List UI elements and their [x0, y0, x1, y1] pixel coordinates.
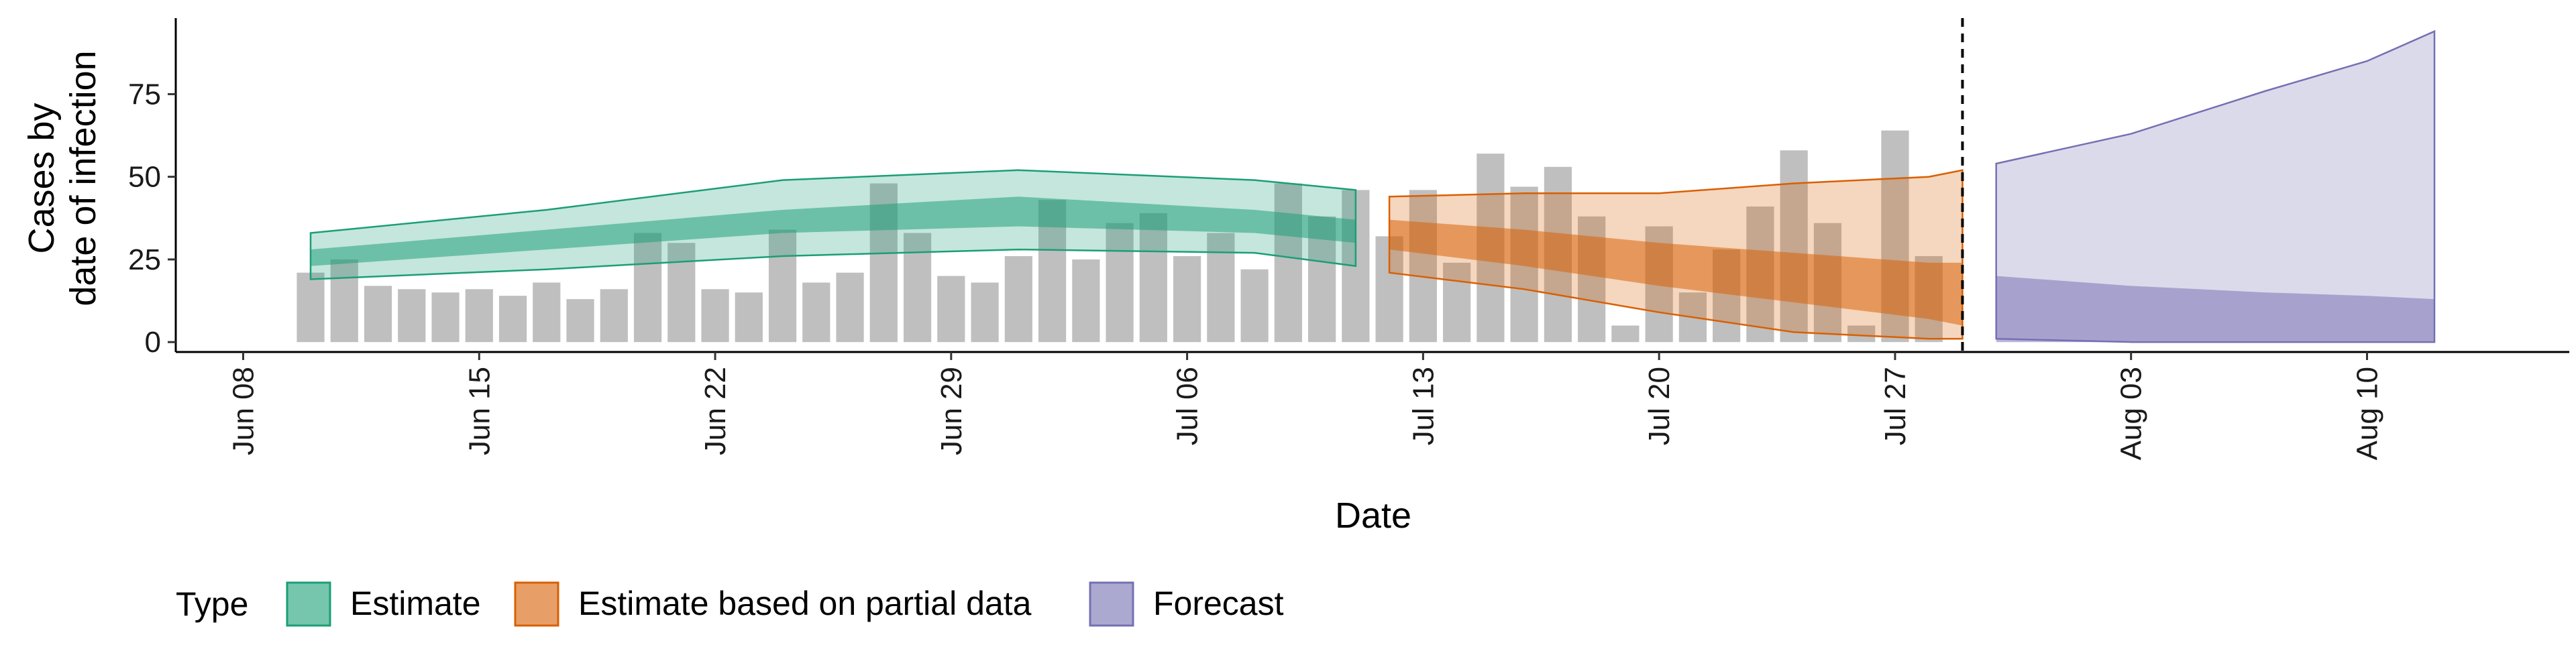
x-tick-label-3: Jun 29 — [935, 367, 968, 455]
bar-2020-06-23 — [735, 292, 763, 343]
bar-2020-07-26 — [1847, 325, 1876, 343]
bar-2020-06-25 — [802, 282, 830, 343]
bar-2020-06-24 — [768, 229, 797, 343]
legend-title: Type — [176, 585, 248, 623]
x-tick-label-8: Aug 03 — [2115, 367, 2148, 460]
bar-2020-07-13 — [1409, 190, 1437, 343]
x-tick-label-7: Jul 27 — [1879, 367, 1912, 445]
bar-2020-06-14 — [431, 292, 460, 343]
legend: Type Estimate Estimate based on partial d… — [176, 581, 1284, 627]
bar-2020-07-14 — [1443, 262, 1471, 343]
partial-inner-band — [1389, 219, 1963, 326]
x-tick-label-4: Jul 06 — [1171, 367, 1204, 445]
bar-2020-07-05 — [1139, 213, 1167, 343]
x-ticks: Jun 08 Jun 15 Jun 22 Jun 29 Jul 06 Jul 13 Jul … — [227, 352, 2384, 460]
bar-2020-06-20 — [633, 233, 662, 343]
x-tick-label-5: Jul 13 — [1407, 367, 1440, 445]
y-tick-label-75: 75 — [128, 78, 161, 111]
bar-2020-06-10 — [297, 272, 325, 343]
bar-2020-06-19 — [600, 289, 628, 343]
bar-2020-07-06 — [1173, 256, 1201, 343]
bar-2020-06-12 — [364, 286, 392, 343]
bar-2020-07-09 — [1274, 183, 1302, 343]
bar-2020-06-29 — [937, 276, 965, 343]
bar-2020-06-18 — [566, 299, 594, 343]
y-tick-label-25: 25 — [128, 243, 161, 276]
estimate-bands — [309, 30, 2436, 343]
y-tick-label-50: 50 — [128, 161, 161, 194]
x-axis-title: Date — [1335, 495, 1411, 536]
bar-2020-07-08 — [1240, 269, 1269, 343]
x-tick-label-9: Aug 10 — [2351, 367, 2384, 460]
legend-label-0: Estimate — [350, 585, 481, 622]
y-axis-title-line-2: date of infection — [63, 50, 103, 306]
estimate-inner-band — [311, 196, 1356, 266]
x-tick-label-0: Jun 08 — [227, 367, 260, 455]
bar-2020-06-30 — [971, 282, 999, 343]
bar-2020-06-11 — [330, 259, 358, 343]
y-ticks: 0 25 50 75 — [128, 78, 176, 359]
x-tick-label-2: Jun 22 — [699, 367, 732, 455]
legend-label-2: Forecast — [1153, 585, 1284, 622]
bar-2020-06-16 — [498, 296, 527, 343]
bar-2020-06-28 — [903, 233, 932, 343]
bar-2020-06-22 — [701, 289, 729, 343]
bar-2020-06-15 — [465, 289, 493, 343]
bar-2020-07-01 — [1004, 256, 1032, 343]
reported-cases-bars — [297, 130, 1943, 343]
bar-2020-07-19 — [1611, 325, 1640, 343]
legend-key-2 — [1089, 581, 1134, 627]
bar-2020-07-03 — [1072, 259, 1100, 343]
legend-key-1 — [514, 581, 559, 627]
y-tick-label-0: 0 — [145, 326, 161, 359]
y-axis-title-line-1: Cases by — [21, 103, 62, 253]
axis-titles: Date Cases by date of infection — [21, 50, 1411, 536]
bar-2020-07-04 — [1106, 223, 1134, 343]
x-tick-label-1: Jun 15 — [463, 367, 496, 455]
legend-label-1: Estimate based on partial data — [578, 585, 1032, 622]
forecast-inner-band — [1996, 276, 2434, 343]
bar-2020-06-21 — [667, 243, 696, 343]
bar-2020-06-13 — [398, 289, 426, 343]
axes — [174, 18, 2569, 353]
bar-2020-06-26 — [836, 272, 864, 343]
legend-key-0 — [286, 581, 331, 627]
x-tick-label-6: Jul 20 — [1643, 367, 1676, 445]
bar-2020-07-07 — [1207, 233, 1235, 343]
bar-2020-06-17 — [533, 282, 561, 343]
